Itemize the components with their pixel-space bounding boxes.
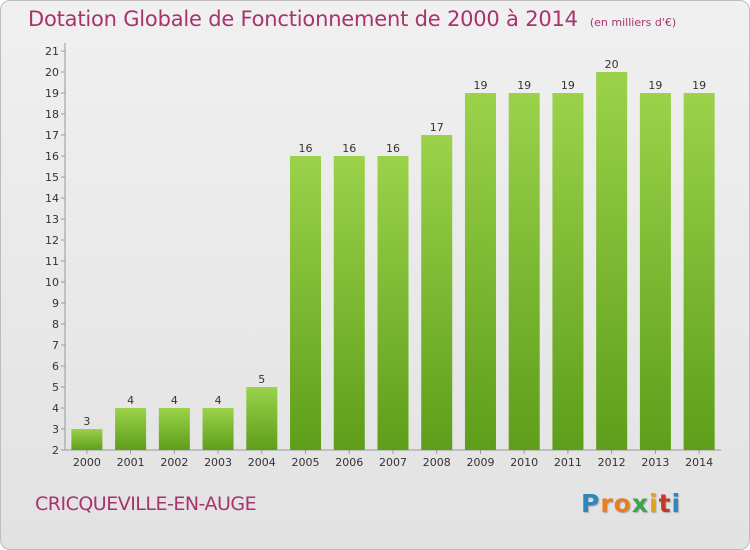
bar	[464, 93, 496, 450]
commune-name: CRICQUEVILLE-EN-AUGE	[35, 493, 257, 515]
logo-letter: o	[613, 489, 632, 518]
x-tick-label: 2006	[335, 456, 363, 469]
y-tick-label: 8	[52, 318, 59, 331]
bar	[158, 408, 190, 450]
data-label: 16	[386, 142, 400, 155]
bar	[639, 93, 671, 450]
logo-letter: t	[658, 489, 672, 518]
data-label: 19	[561, 79, 575, 92]
x-tick-label: 2003	[204, 456, 232, 469]
y-tick-label: 18	[45, 108, 59, 121]
x-tick-label: 2002	[160, 456, 188, 469]
x-tick-label: 2012	[598, 456, 626, 469]
chart-title-text: Dotation Globale de Fonctionnement de 20…	[28, 7, 578, 31]
bar	[202, 408, 234, 450]
bar	[508, 93, 540, 450]
x-tick-label: 2013	[641, 456, 669, 469]
bar	[377, 156, 409, 450]
bar	[290, 156, 322, 450]
bar	[71, 429, 103, 450]
y-tick-label: 4	[52, 402, 59, 415]
bar	[596, 72, 628, 450]
bar	[333, 156, 365, 450]
y-tick-label: 16	[45, 150, 59, 163]
y-tick-label: 20	[45, 66, 59, 79]
data-label: 19	[692, 79, 706, 92]
chart-title: Dotation Globale de Fonctionnement de 20…	[28, 7, 676, 31]
x-tick-label: 2004	[248, 456, 276, 469]
bar	[115, 408, 147, 450]
data-label: 19	[648, 79, 662, 92]
y-tick-label: 21	[45, 45, 59, 58]
bar	[683, 93, 715, 450]
bar	[552, 93, 584, 450]
y-tick-label: 9	[52, 297, 59, 310]
y-tick-label: 12	[45, 234, 59, 247]
data-label: 20	[605, 58, 619, 71]
data-label: 19	[473, 79, 487, 92]
x-tick-label: 2007	[379, 456, 407, 469]
x-tick-label: 2001	[117, 456, 145, 469]
y-tick-label: 7	[52, 339, 59, 352]
bar	[246, 387, 278, 450]
data-label: 17	[430, 121, 444, 134]
data-label: 4	[215, 394, 222, 407]
data-label: 5	[258, 373, 265, 386]
data-label: 16	[342, 142, 356, 155]
x-tick-label: 2010	[510, 456, 538, 469]
y-tick-label: 3	[52, 423, 59, 436]
logo-letter: i	[649, 489, 659, 518]
proxiti-logo: Proxiti	[581, 489, 681, 518]
y-tick-label: 13	[45, 213, 59, 226]
data-label: 4	[171, 394, 178, 407]
x-tick-label: 2009	[466, 456, 494, 469]
data-label: 4	[127, 394, 134, 407]
bar	[421, 135, 453, 450]
y-tick-label: 10	[45, 276, 59, 289]
x-tick-label: 2014	[685, 456, 713, 469]
chart-unit: (en milliers d'€)	[589, 16, 677, 29]
y-tick-label: 5	[52, 381, 59, 394]
y-tick-label: 14	[45, 192, 59, 205]
x-tick-label: 2011	[554, 456, 582, 469]
data-label: 3	[83, 415, 90, 428]
y-tick-label: 11	[45, 255, 59, 268]
y-tick-label: 19	[45, 87, 59, 100]
x-tick-label: 2005	[292, 456, 320, 469]
logo-letter: r	[600, 489, 614, 518]
x-tick-label: 2008	[423, 456, 451, 469]
data-label: 19	[517, 79, 531, 92]
x-tick-label: 2000	[73, 456, 101, 469]
logo-letter: P	[581, 489, 601, 518]
logo-letter: x	[631, 489, 649, 518]
y-tick-label: 17	[45, 129, 59, 142]
data-label: 16	[299, 142, 313, 155]
logo-letter: i	[671, 489, 682, 518]
y-tick-label: 2	[52, 444, 59, 457]
y-tick-label: 6	[52, 360, 59, 373]
y-tick-label: 15	[45, 171, 59, 184]
